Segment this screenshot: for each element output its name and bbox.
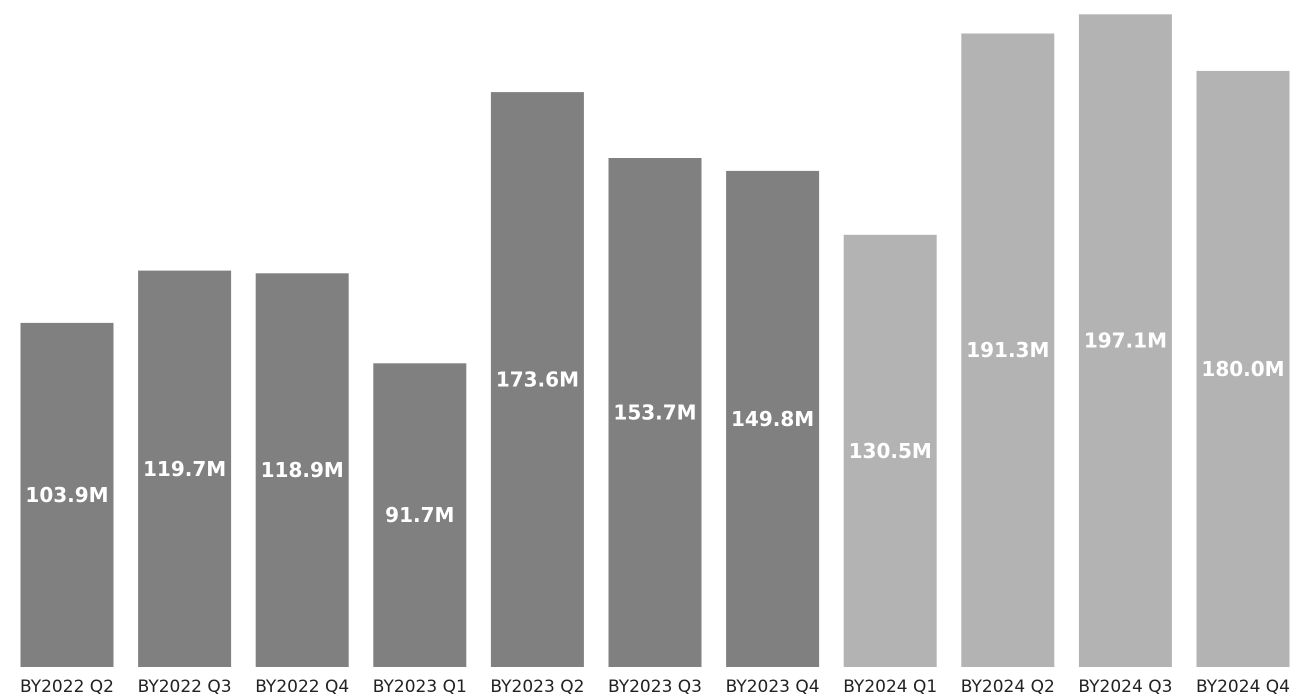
x-tick-label-by2024-q3: BY2024 Q3 — [1078, 677, 1172, 697]
data-label-by2024-q4: 180.0M — [1201, 357, 1284, 381]
data-label-by2023-q1: 91.7M — [385, 503, 454, 527]
bar-by2023-q4 — [726, 170, 820, 667]
bar-by2024-q3 — [1078, 14, 1172, 668]
bar-labels-group: 103.9M 119.7M 118.9M 91.7M 173.6M 153.7M 149.8… — [25, 329, 1284, 528]
x-tick-label-by2023-q1: BY2023 Q1 — [373, 677, 467, 697]
x-tick-label-by2024-q2: BY2024 Q2 — [961, 677, 1055, 697]
data-label-by2024-q3: 197.1M — [1084, 329, 1167, 353]
data-label-by2023-q2: 173.6M — [496, 368, 579, 392]
x-axis-tick-labels: BY2022 Q2 BY2022 Q3 BY2022 Q4 BY2023 Q1 BY20… — [20, 677, 1290, 697]
x-tick-label-by2023-q2: BY2023 Q2 — [490, 677, 584, 697]
data-label-by2022-q3: 119.7M — [143, 457, 226, 481]
bar-by2022-q2 — [20, 322, 114, 667]
data-label-by2023-q3: 153.7M — [613, 401, 696, 425]
x-tick-label-by2024-q1: BY2024 Q1 — [843, 677, 937, 697]
bar-by2024-q4 — [1196, 70, 1290, 667]
data-label-by2022-q4: 118.9M — [261, 458, 344, 482]
bars-group — [20, 14, 1290, 668]
x-tick-label-by2022-q3: BY2022 Q3 — [138, 677, 232, 697]
bar-by2024-q2 — [961, 33, 1055, 667]
x-tick-label-by2024-q4: BY2024 Q4 — [1196, 677, 1290, 697]
bar-by2023-q3 — [608, 158, 702, 667]
x-tick-label-by2022-q4: BY2022 Q4 — [255, 677, 349, 697]
data-label-by2024-q2: 191.3M — [966, 338, 1049, 362]
data-label-by2024-q1: 130.5M — [849, 439, 932, 463]
bar-by2023-q1 — [373, 363, 467, 667]
bar-by2024-q1 — [843, 234, 937, 668]
data-label-by2022-q2: 103.9M — [25, 483, 108, 507]
bar-by2022-q3 — [138, 270, 232, 667]
bar-by2022-q4 — [255, 273, 349, 667]
x-tick-label-by2023-q3: BY2023 Q3 — [608, 677, 702, 697]
x-tick-label-by2022-q2: BY2022 Q2 — [20, 677, 114, 697]
bar-by2023-q2 — [490, 92, 584, 668]
data-label-by2023-q4: 149.8M — [731, 407, 814, 431]
x-tick-label-by2023-q4: BY2023 Q4 — [726, 677, 820, 697]
